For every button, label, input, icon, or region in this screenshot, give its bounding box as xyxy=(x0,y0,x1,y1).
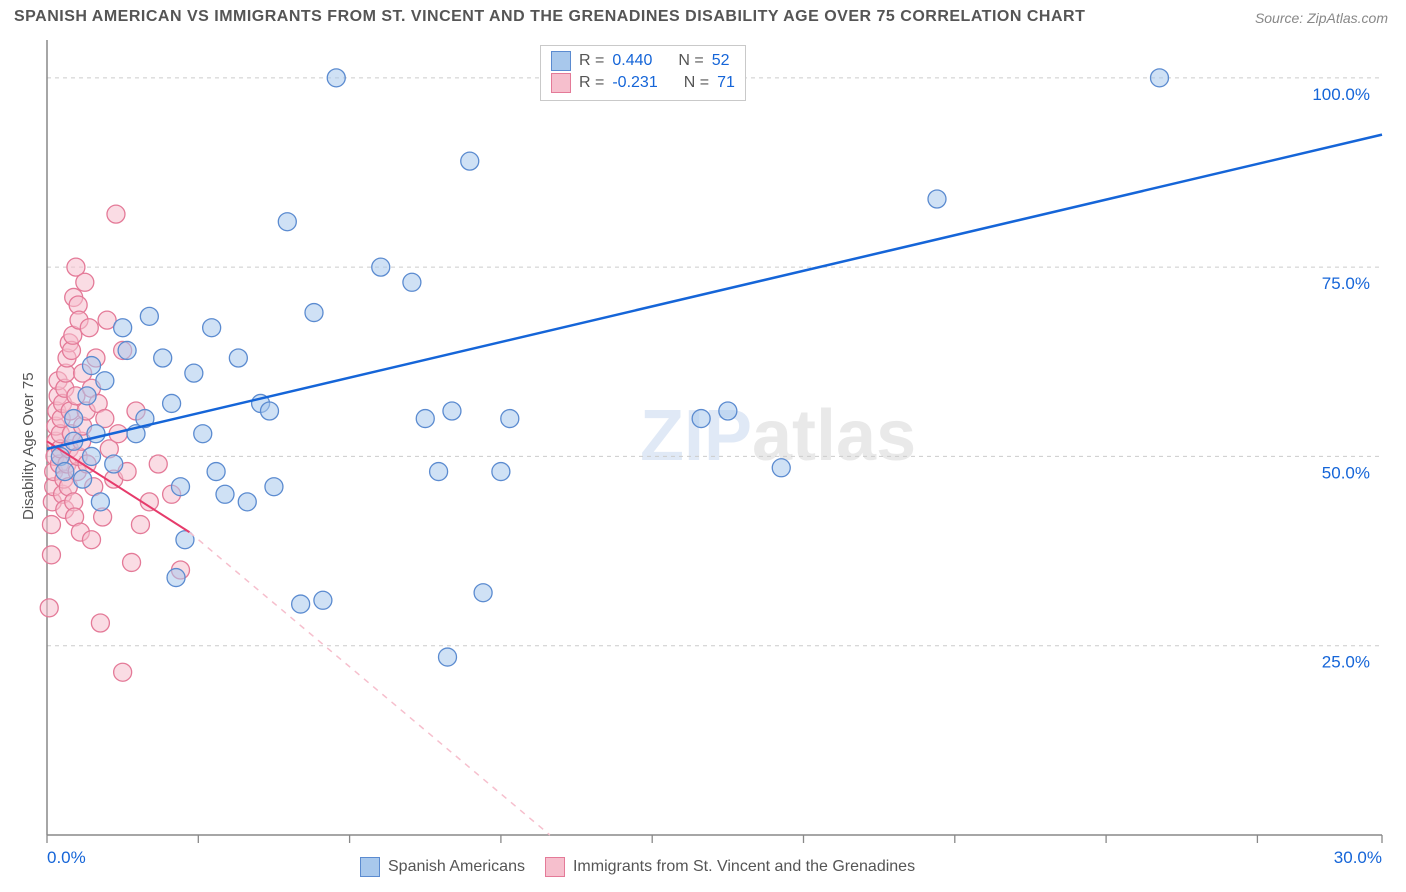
svg-text:50.0%: 50.0% xyxy=(1322,463,1370,482)
stat-label-R: R = xyxy=(579,50,604,72)
stat-value-R-pink: -0.231 xyxy=(612,72,657,94)
stat-value-N-pink: 71 xyxy=(717,72,735,94)
scatter-chart: 0.0% 30.0% 25.0% 50.0% 75.0% 100.0% xyxy=(0,0,1406,892)
stats-legend-row-blue: R = 0.440 N = 52 xyxy=(551,50,735,72)
stat-label-R2: R = xyxy=(579,72,604,94)
stat-value-R-blue: 0.440 xyxy=(612,50,652,72)
stat-label-N2: N = xyxy=(684,72,709,94)
legend-entry-blue: Spanish Americans xyxy=(360,857,525,877)
legend-entry-pink: Immigrants from St. Vincent and the Gren… xyxy=(545,857,915,877)
legend-swatch-pink xyxy=(551,73,571,93)
svg-text:25.0%: 25.0% xyxy=(1322,653,1370,672)
legend-swatch-pink-2 xyxy=(545,857,565,877)
svg-text:100.0%: 100.0% xyxy=(1312,85,1370,104)
stats-legend-row-pink: R = -0.231 N = 71 xyxy=(551,72,735,94)
stat-value-N-blue: 52 xyxy=(712,50,730,72)
stats-legend: R = 0.440 N = 52 R = -0.231 N = 71 xyxy=(540,45,746,101)
svg-text:75.0%: 75.0% xyxy=(1322,274,1370,293)
svg-text:30.0%: 30.0% xyxy=(1334,848,1382,867)
legend-swatch-blue-2 xyxy=(360,857,380,877)
series-legend: Spanish Americans Immigrants from St. Vi… xyxy=(360,857,915,877)
svg-text:0.0%: 0.0% xyxy=(47,848,86,867)
legend-swatch-blue xyxy=(551,51,571,71)
legend-label-pink: Immigrants from St. Vincent and the Gren… xyxy=(573,858,915,876)
stat-label-N: N = xyxy=(678,50,703,72)
legend-label-blue: Spanish Americans xyxy=(388,858,525,876)
